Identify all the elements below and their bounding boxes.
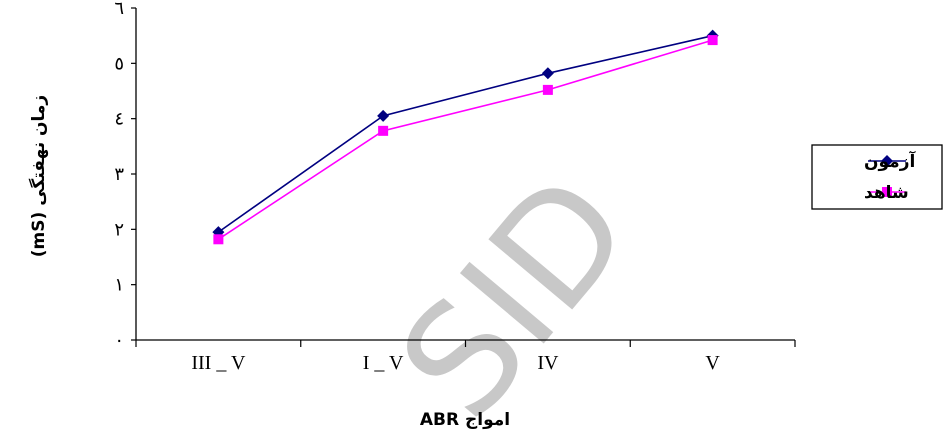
y-tick-label: ۱	[114, 275, 124, 295]
watermark: SID	[367, 144, 664, 436]
series-line-0	[217, 34, 713, 233]
series-1-point	[378, 125, 389, 136]
legend-marker-1	[882, 187, 892, 197]
x-tick-label: III _ V	[191, 352, 246, 374]
x-tick-label: I _ V	[363, 352, 404, 374]
x-tick-label: IV	[537, 352, 559, 374]
y-tick-label: ۳	[114, 164, 124, 184]
x-tick-label: V	[705, 352, 720, 374]
series-1-point	[542, 84, 553, 95]
series-0-point	[541, 67, 554, 80]
legend: آزمون شاهد	[864, 150, 916, 203]
y-tick-label: ٤	[114, 109, 124, 129]
y-tick-label: ٦	[114, 0, 124, 18]
legend-label-0: آزمون	[864, 150, 916, 172]
series-layer	[212, 29, 719, 245]
y-tick-label: ۰	[114, 330, 124, 350]
series-0-point	[377, 109, 390, 122]
legend-box	[811, 144, 943, 210]
series-line-1	[217, 39, 713, 240]
x-axis-title: امواج ABR	[420, 410, 510, 430]
series-1-point	[707, 35, 718, 46]
x-ticks: III _ V I _ V IV V	[135, 340, 796, 374]
legend-marker-0	[881, 155, 893, 167]
series-1-point	[213, 234, 224, 245]
legend-label-1: شاهد	[864, 183, 909, 203]
y-axis-title: زمان نهفتگی (mS)	[28, 95, 49, 257]
y-ticks: ۰ ۱ ۲ ۳ ٤ ٥ ٦	[114, 0, 136, 350]
y-tick-label: ٥	[114, 53, 124, 73]
y-tick-label: ۲	[114, 219, 124, 239]
